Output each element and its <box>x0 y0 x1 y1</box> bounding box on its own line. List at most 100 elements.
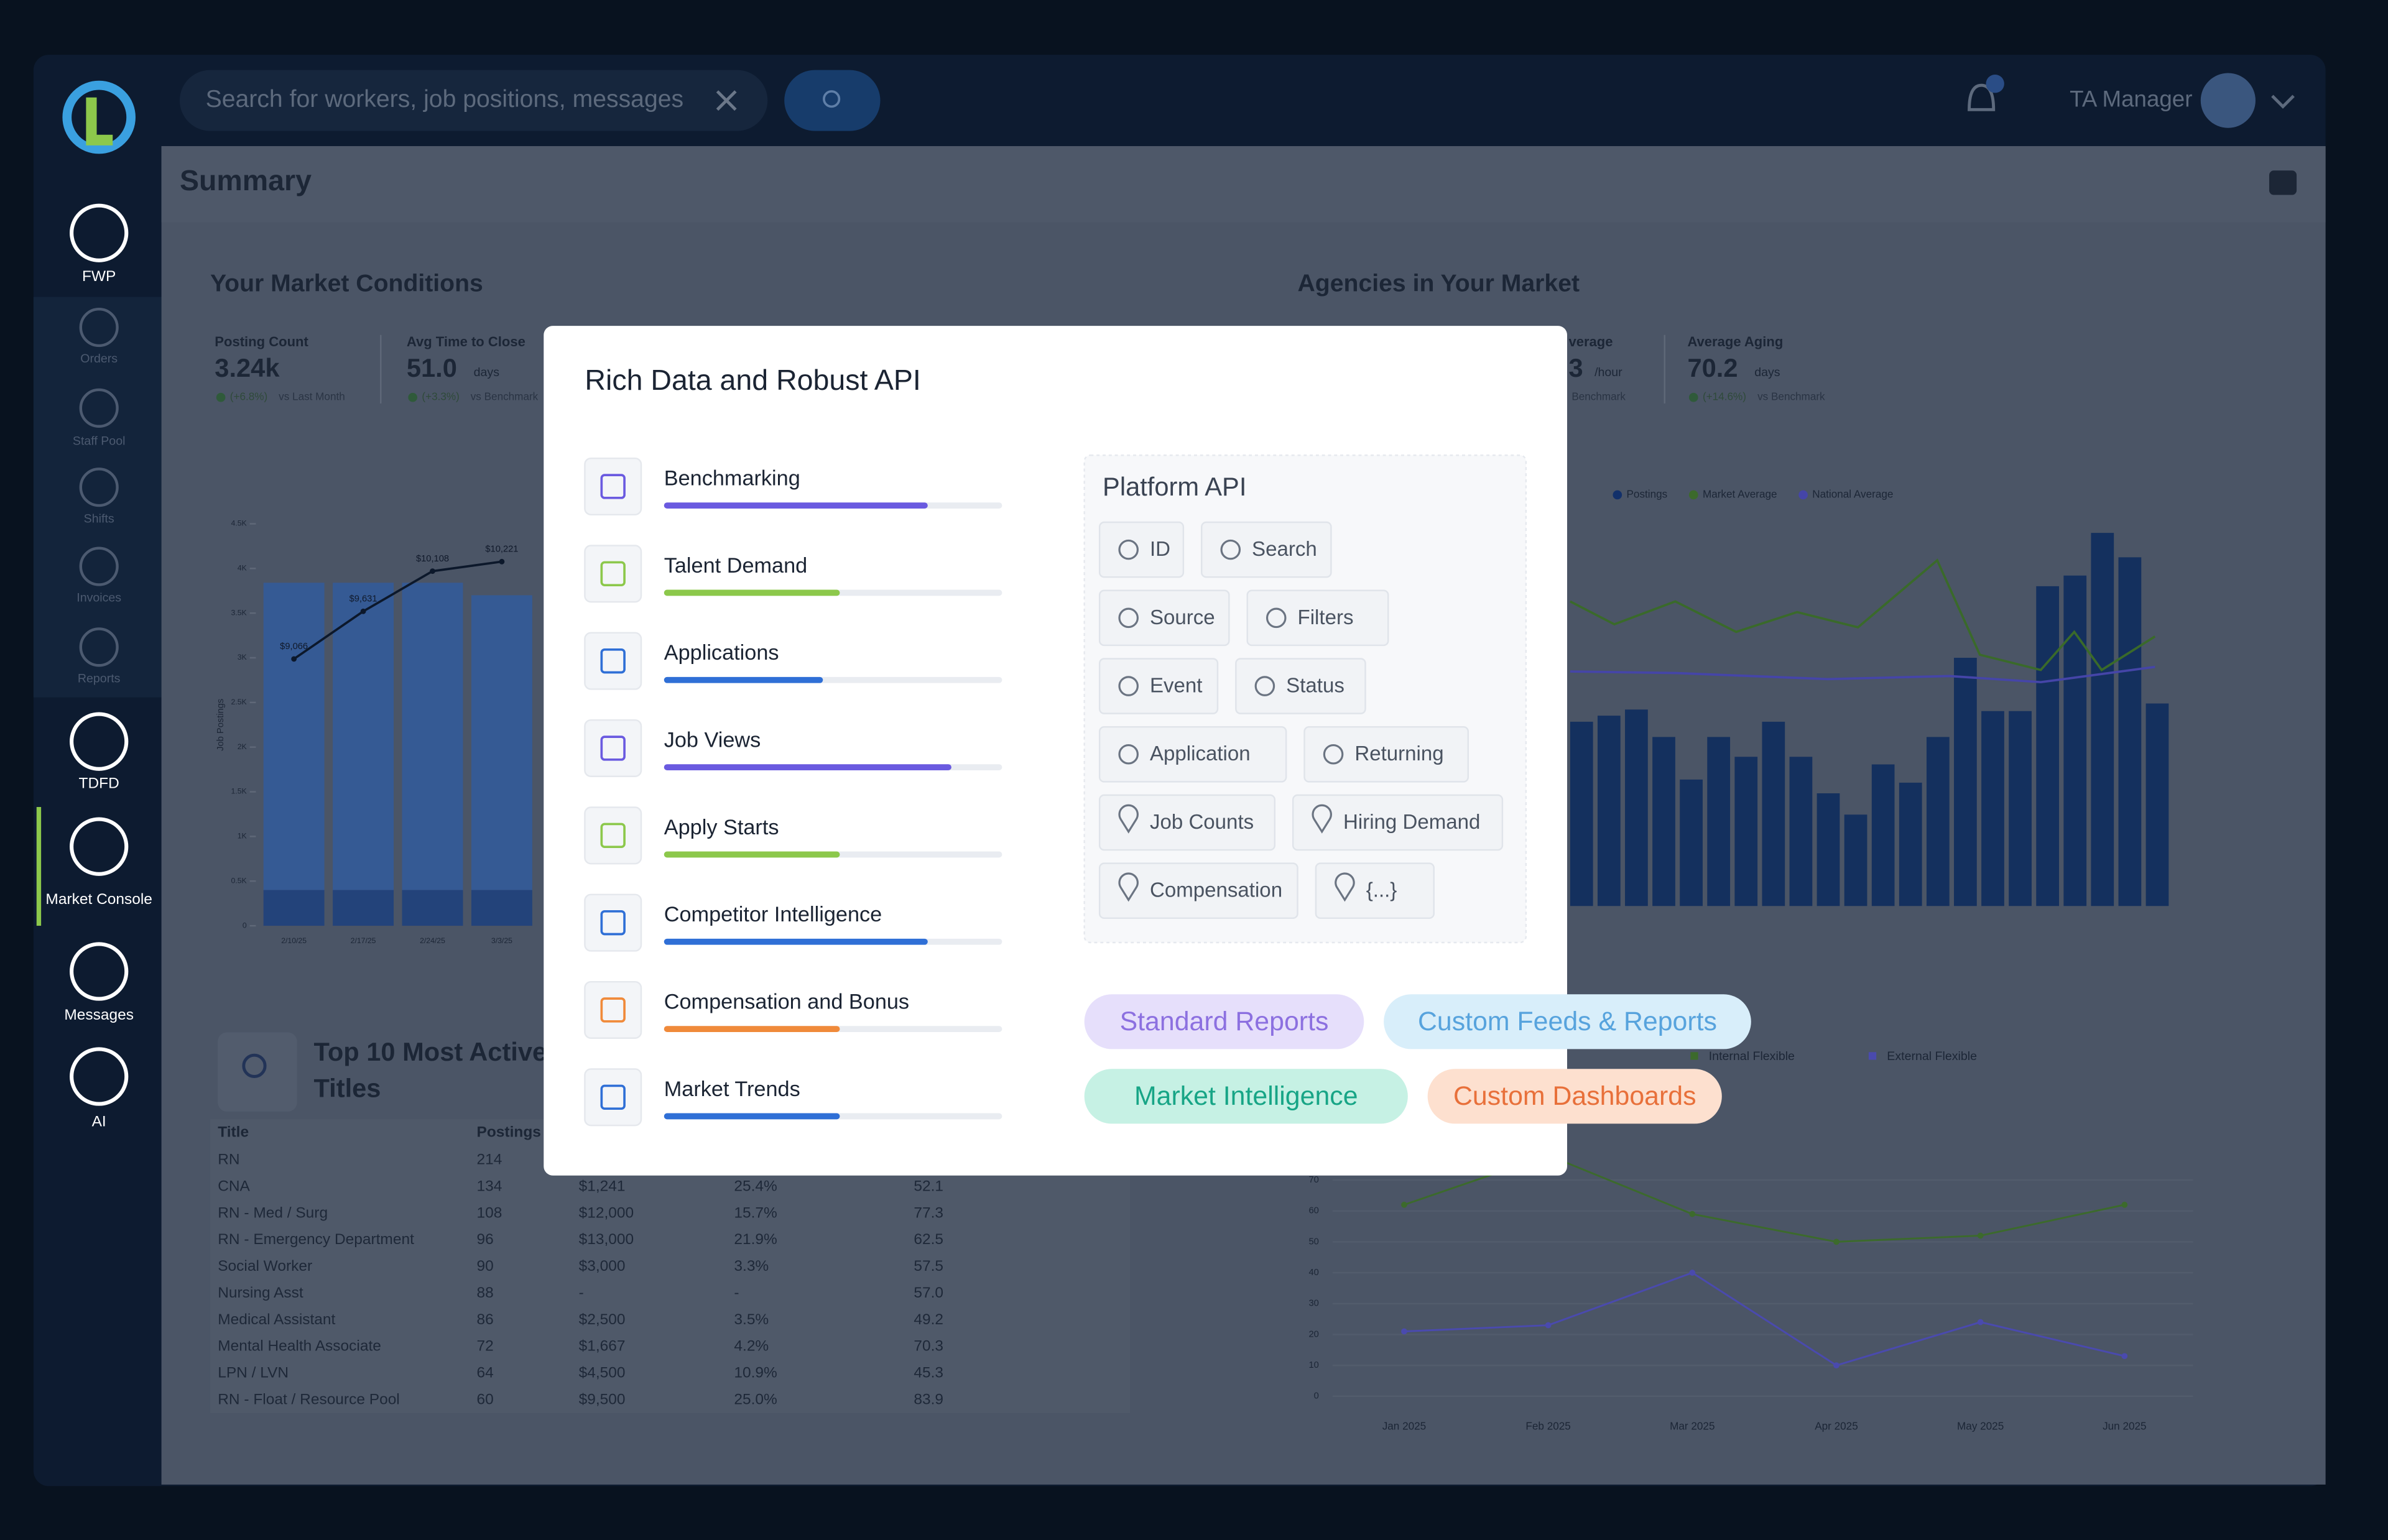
x-tick-label: 2/10/25 <box>281 936 307 945</box>
table-cell: $13,000 <box>579 1231 634 1248</box>
nav-icon[interactable] <box>79 546 119 586</box>
api-chip[interactable] <box>1303 726 1469 783</box>
table-cell: $12,000 <box>579 1204 634 1221</box>
table-cell: $2,500 <box>579 1311 626 1328</box>
api-chip[interactable] <box>1246 589 1389 647</box>
table-cell: 83.9 <box>914 1391 943 1408</box>
tag[interactable] <box>1084 994 1364 1049</box>
item-icon-box <box>584 806 642 865</box>
item-label: Talent Demand <box>664 554 807 578</box>
chip-icon <box>1118 676 1139 696</box>
trend-dot <box>216 392 226 402</box>
tag[interactable] <box>1084 1069 1408 1124</box>
api-chip[interactable] <box>1098 521 1185 578</box>
table-cell: 96 <box>477 1231 494 1248</box>
chip-icon <box>1323 744 1344 765</box>
table-cell: 4.2% <box>734 1338 769 1355</box>
column-header: Title <box>218 1124 249 1141</box>
item-icon-box <box>584 457 642 516</box>
metric-note: vs Benchmark <box>1757 390 1825 403</box>
nav-icon[interactable] <box>70 203 129 262</box>
point <box>1689 1210 1696 1217</box>
logo-mark <box>86 97 113 145</box>
api-chip[interactable] <box>1098 862 1298 920</box>
api-chip[interactable] <box>1098 794 1276 851</box>
nav-icon[interactable] <box>70 1047 129 1106</box>
item-label: Compensation and Bonus <box>664 990 909 1014</box>
chevron[interactable] <box>2271 95 2295 109</box>
nav-icon[interactable] <box>70 712 129 771</box>
progress-bar <box>664 502 928 509</box>
item-icon <box>600 735 626 761</box>
tag-label: Market Intelligence <box>1134 1081 1358 1111</box>
point <box>291 656 297 662</box>
progress-bar <box>664 1113 840 1120</box>
trend-dot <box>1688 392 1698 402</box>
api-chip[interactable] <box>1315 862 1435 920</box>
y-axis-label: Job Postings <box>216 699 226 751</box>
api-chip[interactable] <box>1292 794 1504 851</box>
tag[interactable] <box>1384 994 1751 1049</box>
y-tick-label: 40 <box>1308 1268 1318 1278</box>
item-icon-box <box>584 893 642 952</box>
point <box>2121 1353 2128 1360</box>
point <box>499 558 505 565</box>
table-cell: Social Worker <box>218 1258 312 1275</box>
sidebar-group <box>33 297 162 698</box>
clear-icon[interactable] <box>716 90 737 111</box>
nav-icon[interactable] <box>79 388 119 428</box>
item-icon <box>600 997 626 1023</box>
table-cell: RN - Emergency Department <box>218 1231 414 1248</box>
table-cell: 57.5 <box>914 1258 943 1275</box>
line <box>1404 1271 2125 1367</box>
x-tick-label: Jan 2025 <box>1382 1419 1426 1432</box>
table-title: Titles <box>313 1074 381 1103</box>
y-tick-label: 3K <box>238 653 248 662</box>
y-tick-label: 50 <box>1308 1237 1318 1247</box>
item-icon <box>600 648 626 674</box>
tag[interactable] <box>1427 1069 1722 1124</box>
chip-label: Compensation <box>1150 879 1282 902</box>
api-chip[interactable] <box>1235 658 1366 714</box>
bar <box>333 890 394 926</box>
nav-icon[interactable] <box>70 942 129 1001</box>
chip-icon <box>1118 607 1139 629</box>
chip-label: Filters <box>1298 606 1354 629</box>
table-cell: CNA <box>218 1178 250 1195</box>
table-cell: 64 <box>477 1365 494 1381</box>
metric-note: vs Benchmark <box>471 390 539 403</box>
x-tick-label: Jun 2025 <box>2103 1419 2146 1432</box>
progress-bar <box>664 851 840 858</box>
avatar[interactable] <box>2200 73 2256 128</box>
point <box>360 608 366 614</box>
bar <box>471 890 532 926</box>
api-chip[interactable] <box>1098 726 1287 783</box>
chip-label: Hiring Demand <box>1343 811 1480 834</box>
chip-label: Event <box>1150 675 1203 698</box>
search-box[interactable] <box>179 70 768 131</box>
y-tick-label: 2K <box>238 742 248 751</box>
progress-bar <box>664 676 823 683</box>
print-icon[interactable] <box>2269 170 2297 195</box>
api-chip[interactable] <box>1098 658 1219 714</box>
table-cell: 90 <box>477 1258 494 1275</box>
progress-bar <box>664 938 928 945</box>
point <box>1833 1238 1840 1245</box>
nav-icon[interactable] <box>79 468 119 507</box>
api-chip[interactable] <box>1098 589 1230 647</box>
point <box>2121 1201 2128 1208</box>
table-cell: 108 <box>477 1204 502 1221</box>
data-label: $10,108 <box>416 554 449 564</box>
nav-icon[interactable] <box>79 627 119 667</box>
nav-icon[interactable] <box>70 817 129 876</box>
table-cell: 60 <box>477 1391 494 1408</box>
search-button[interactable] <box>784 70 881 131</box>
table-cell: RN - Float / Resource Pool <box>218 1391 400 1408</box>
y-tick-label: 20 <box>1308 1329 1318 1339</box>
api-chip[interactable] <box>1201 521 1332 578</box>
metric-unit: days <box>474 366 500 379</box>
bell-icon[interactable] <box>1968 83 1996 111</box>
table-cell: Nursing Asst <box>218 1284 303 1301</box>
nav-icon[interactable] <box>79 307 119 348</box>
